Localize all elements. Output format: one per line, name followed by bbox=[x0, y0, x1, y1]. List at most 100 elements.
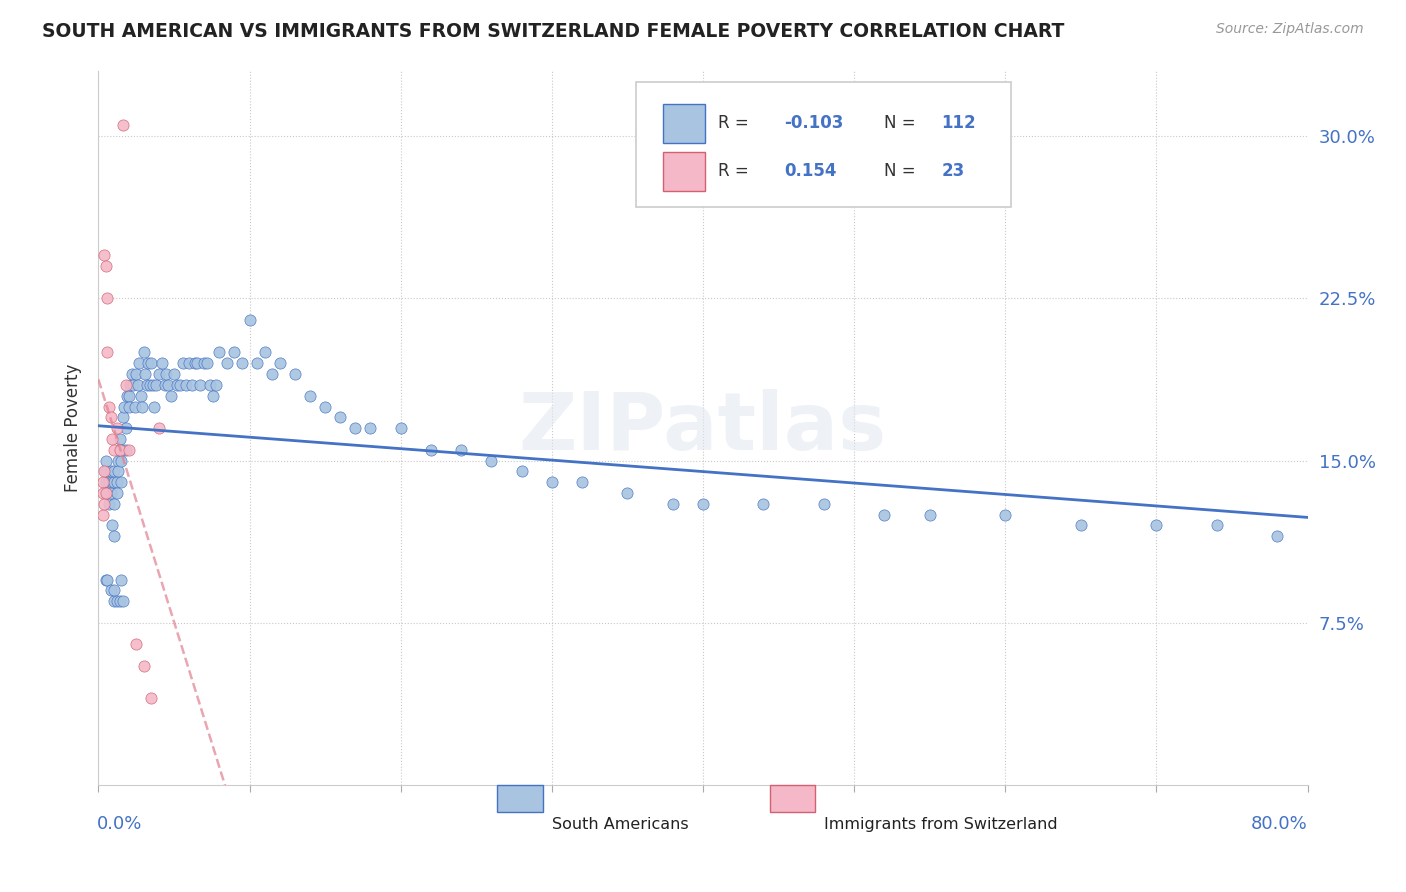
Point bbox=[96, 345, 118, 359]
Point bbox=[111, 119, 134, 133]
Point bbox=[100, 410, 122, 425]
Point bbox=[118, 400, 141, 414]
Point bbox=[98, 400, 121, 414]
Point bbox=[108, 594, 131, 608]
Point bbox=[96, 292, 118, 306]
Point bbox=[269, 356, 291, 370]
Point bbox=[136, 356, 159, 370]
Point bbox=[253, 345, 276, 359]
Point bbox=[132, 345, 155, 359]
Point bbox=[752, 497, 775, 511]
Point bbox=[184, 356, 207, 370]
Point bbox=[179, 356, 201, 370]
Point bbox=[314, 400, 336, 414]
Point bbox=[1070, 518, 1092, 533]
Point bbox=[284, 367, 307, 381]
Point bbox=[118, 389, 141, 403]
Point bbox=[155, 367, 177, 381]
Point bbox=[169, 378, 191, 392]
Point bbox=[103, 442, 125, 457]
Point bbox=[94, 486, 117, 500]
Point bbox=[1206, 518, 1229, 533]
Point bbox=[163, 367, 186, 381]
FancyBboxPatch shape bbox=[637, 82, 1011, 207]
Point bbox=[105, 421, 128, 435]
Point bbox=[208, 345, 231, 359]
Text: 112: 112 bbox=[941, 114, 976, 132]
Point bbox=[93, 497, 115, 511]
Point bbox=[91, 508, 114, 522]
Point bbox=[114, 421, 136, 435]
Point bbox=[110, 453, 132, 467]
Point bbox=[692, 497, 714, 511]
Point bbox=[186, 356, 208, 370]
Point bbox=[141, 691, 163, 706]
Point bbox=[661, 497, 683, 511]
Text: 0.154: 0.154 bbox=[785, 162, 837, 180]
Point bbox=[134, 367, 156, 381]
Point bbox=[132, 659, 155, 673]
Point bbox=[918, 508, 941, 522]
Point bbox=[172, 356, 194, 370]
Point bbox=[101, 475, 124, 490]
Point bbox=[360, 421, 382, 435]
Point bbox=[150, 356, 173, 370]
Point bbox=[1144, 518, 1167, 533]
Point bbox=[231, 356, 253, 370]
Point bbox=[246, 356, 269, 370]
Point bbox=[156, 378, 179, 392]
Point bbox=[571, 475, 593, 490]
Y-axis label: Female Poverty: Female Poverty bbox=[65, 364, 83, 492]
Point bbox=[94, 453, 117, 467]
Point bbox=[121, 367, 143, 381]
Point bbox=[1267, 529, 1289, 543]
Point bbox=[93, 464, 115, 478]
Point bbox=[111, 410, 134, 425]
Point bbox=[100, 464, 122, 478]
Text: N =: N = bbox=[884, 114, 915, 132]
Point bbox=[103, 529, 125, 543]
Point bbox=[103, 475, 125, 490]
FancyBboxPatch shape bbox=[498, 785, 543, 812]
Point bbox=[129, 389, 152, 403]
Point bbox=[100, 583, 122, 598]
Point bbox=[166, 378, 188, 392]
Point bbox=[98, 475, 121, 490]
Point bbox=[153, 378, 176, 392]
Point bbox=[103, 594, 125, 608]
Point bbox=[813, 497, 835, 511]
FancyBboxPatch shape bbox=[664, 103, 706, 143]
Point bbox=[202, 389, 225, 403]
Point bbox=[110, 475, 132, 490]
Point bbox=[105, 594, 128, 608]
Text: N =: N = bbox=[884, 162, 915, 180]
Point bbox=[142, 378, 165, 392]
Point bbox=[148, 367, 170, 381]
Text: Source: ZipAtlas.com: Source: ZipAtlas.com bbox=[1216, 22, 1364, 37]
Point bbox=[100, 486, 122, 500]
Point bbox=[101, 518, 124, 533]
Point bbox=[205, 378, 228, 392]
Point bbox=[188, 378, 211, 392]
Text: South Americans: South Americans bbox=[551, 817, 689, 832]
Point bbox=[94, 259, 117, 273]
Point bbox=[616, 486, 638, 500]
Point bbox=[91, 486, 114, 500]
Point bbox=[111, 594, 134, 608]
Point bbox=[103, 464, 125, 478]
Point bbox=[160, 389, 183, 403]
Point bbox=[344, 421, 367, 435]
Point bbox=[145, 378, 167, 392]
Point bbox=[94, 573, 117, 587]
Point bbox=[124, 400, 146, 414]
Point bbox=[103, 583, 125, 598]
Point bbox=[122, 378, 145, 392]
Point bbox=[128, 356, 150, 370]
Point bbox=[103, 497, 125, 511]
Point bbox=[994, 508, 1017, 522]
Point bbox=[873, 508, 896, 522]
Point bbox=[143, 400, 166, 414]
Point bbox=[107, 464, 129, 478]
Point bbox=[105, 475, 128, 490]
Point bbox=[540, 475, 562, 490]
